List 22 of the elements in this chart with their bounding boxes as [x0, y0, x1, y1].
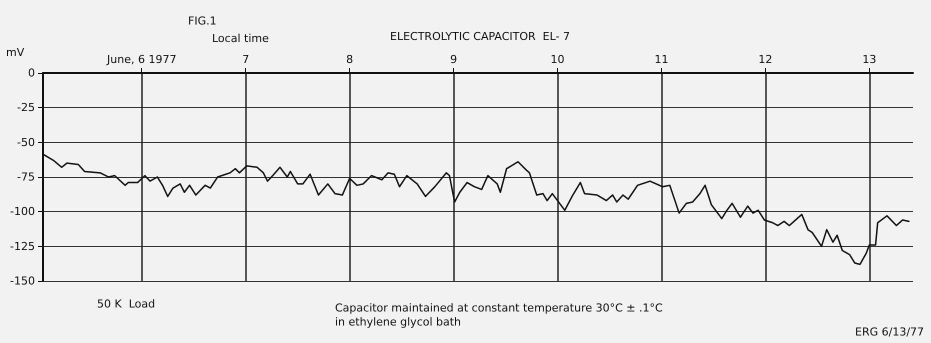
text: ERG 6/13/77: [855, 326, 924, 338]
y-tick-label: 0: [28, 66, 35, 80]
text: 50 K Load: [97, 298, 156, 310]
y-tick-label: -125: [10, 240, 35, 253]
x-tick-label: 8: [346, 53, 354, 66]
x-axis-title: Local time: [212, 32, 270, 45]
y-tick-label: -100: [10, 205, 35, 218]
y-axis-title: mV: [6, 46, 25, 59]
x-tick-label: 7: [242, 53, 250, 66]
x-tick-label: 13: [862, 53, 876, 66]
x-tick-label: 10: [550, 53, 565, 66]
chart-title: ELECTROLYTIC CAPACITOR EL- 7: [390, 30, 570, 43]
y-tick-label: -50: [17, 136, 35, 149]
x-tick-label: 11: [654, 53, 668, 66]
text: Capacitor maintained at constant temperature 30°C ± .1°C in ethylene glycol bath: [335, 302, 664, 328]
caption: FIG.1: [188, 14, 217, 28]
y-tick-label: -150: [10, 274, 35, 288]
x-tick-label: June, 6 1977: [106, 53, 176, 66]
y-tick-label: -75: [17, 170, 35, 184]
x-tick-label: 12: [758, 53, 772, 66]
x-tick-label: 9: [450, 53, 458, 66]
y-tick-label: -25: [17, 101, 35, 114]
